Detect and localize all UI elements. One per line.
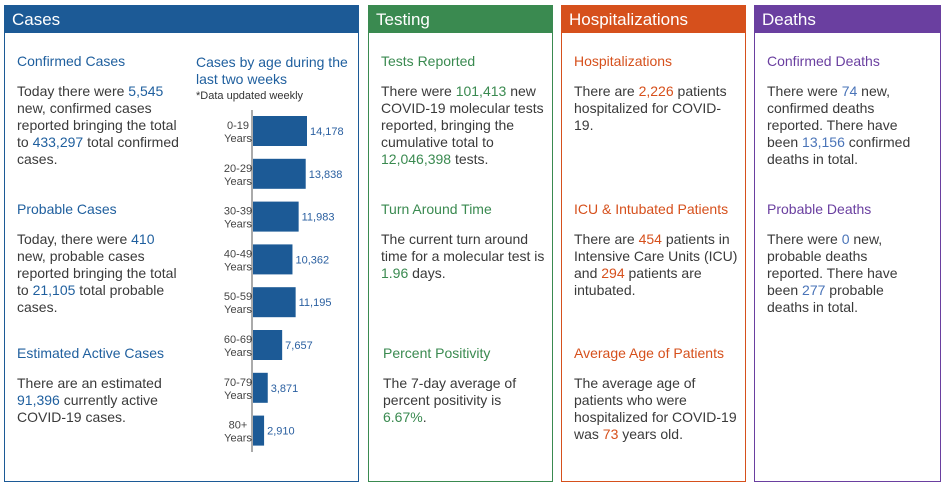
age-bar xyxy=(253,158,306,189)
age-category-label: Years xyxy=(224,261,252,273)
probable-deaths-total-value: 277 xyxy=(802,282,826,298)
cases-header: Cases xyxy=(5,6,358,33)
age-category-label: 20-29 xyxy=(224,163,252,175)
age-category-label: Years xyxy=(224,176,252,188)
age-bar-chart: 0-19Years14,17820-29Years13,83830-39Year… xyxy=(224,110,344,452)
age-category-label: Years xyxy=(224,304,252,316)
deaths-header: Deaths xyxy=(755,6,940,33)
confirmed-deaths-text: There were 74 new, confirmed deaths repo… xyxy=(767,83,911,167)
age-bar xyxy=(253,116,307,146)
average-age-value: 73 xyxy=(602,426,619,442)
hospitalizations-panel: Hospitalizations Hospitalizations There … xyxy=(561,5,746,482)
age-category-label: Years xyxy=(224,433,252,445)
confirmed-new-value: 5,545 xyxy=(128,83,164,99)
active-cases-value: 91,396 xyxy=(17,392,60,408)
active-cases-title: Estimated Active Cases xyxy=(17,345,165,361)
confirmed-deaths-total-value: 13,156 xyxy=(802,134,845,150)
confirmed-deaths-title: Confirmed Deaths xyxy=(767,53,880,69)
icu-section: ICU & Intubated Patients There are 454 p… xyxy=(574,201,742,299)
active-cases-text: There are an estimated 91,396 currently … xyxy=(17,375,162,425)
age-category-label: 60-69 xyxy=(224,334,252,346)
average-age-section: Average Age of Patients The average age … xyxy=(574,345,742,443)
probable-deaths-text: There were 0 new, probable deaths report… xyxy=(767,231,898,315)
probable-cases-text: Today, there were 410 new, probable case… xyxy=(17,231,177,315)
age-value-label: 2,910 xyxy=(267,426,295,438)
turnaround-value: 1.96 xyxy=(381,265,409,281)
age-category-label: 30-39 xyxy=(224,206,252,218)
testing-panel: Testing Tests Reported There were 101,41… xyxy=(368,5,553,482)
probable-deaths-new-value: 0 xyxy=(841,231,850,247)
age-category-label: 0-19 xyxy=(227,120,249,132)
turnaround-text: The current turn around time for a molec… xyxy=(381,231,545,281)
tests-reported-text: There were 101,413 new COVID-19 molecula… xyxy=(381,83,544,167)
tests-reported-section: Tests Reported There were 101,413 new CO… xyxy=(381,53,546,168)
age-bar xyxy=(253,415,265,446)
hospitalizations-header: Hospitalizations xyxy=(562,6,745,33)
age-category-label: 40-49 xyxy=(224,248,252,260)
age-category-label: Years xyxy=(224,219,252,231)
hospitalized-title: Hospitalizations xyxy=(574,53,673,69)
icu-title: ICU & Intubated Patients xyxy=(574,201,729,217)
age-bar xyxy=(253,201,299,232)
positivity-section: Percent Positivity The 7-day average of … xyxy=(383,345,543,426)
age-chart-title: Cases by age during the last two weeks xyxy=(196,54,348,87)
positivity-text: The 7-day average of percent positivity … xyxy=(383,375,517,425)
age-category-label: Years xyxy=(224,347,252,359)
hospitalized-section: Hospitalizations There are 2,226 patient… xyxy=(574,53,739,134)
age-bar xyxy=(253,244,293,275)
confirmed-total-value: 433,297 xyxy=(32,134,84,150)
testing-header: Testing xyxy=(369,6,552,33)
probable-cases-section: Probable Cases Today, there were 410 new… xyxy=(17,201,187,316)
active-cases-section: Estimated Active Cases There are an esti… xyxy=(17,345,189,426)
confirmed-cases-text: Today there were 5,545 new, confirmed ca… xyxy=(17,83,179,167)
tests-total-value: 12,046,398 xyxy=(381,151,452,167)
age-chart-note: *Data updated weekly xyxy=(196,90,304,102)
cases-panel: Cases Confirmed Cases Today there were 5… xyxy=(4,5,359,482)
age-value-label: 7,657 xyxy=(285,340,313,352)
positivity-value: 6.67% xyxy=(383,409,423,425)
probable-deaths-title: Probable Deaths xyxy=(767,201,872,217)
probable-total-value: 21,105 xyxy=(32,282,76,298)
age-bar xyxy=(253,330,283,360)
probable-new-value: 410 xyxy=(131,231,155,247)
probable-deaths-section: Probable Deaths There were 0 new, probab… xyxy=(767,201,917,316)
age-value-label: 3,871 xyxy=(271,383,299,395)
turnaround-section: Turn Around Time The current turn around… xyxy=(381,201,546,282)
confirmed-deaths-section: Confirmed Deaths There were 74 new, conf… xyxy=(767,53,925,168)
tests-reported-title: Tests Reported xyxy=(381,53,476,69)
age-category-label: 80+ xyxy=(229,420,248,432)
age-category-label: 50-59 xyxy=(224,291,252,303)
average-age-title: Average Age of Patients xyxy=(574,345,724,361)
hospitalized-value: 2,226 xyxy=(638,83,674,99)
turnaround-title: Turn Around Time xyxy=(381,201,492,217)
intubated-value: 294 xyxy=(601,265,625,281)
age-value-label: 10,362 xyxy=(295,254,329,266)
age-category-label: Years xyxy=(224,133,252,145)
probable-cases-title: Probable Cases xyxy=(17,201,117,217)
age-value-label: 11,983 xyxy=(302,212,335,224)
icu-value: 454 xyxy=(638,231,662,247)
hospitalized-text: There are 2,226 patients hospitalized fo… xyxy=(574,83,727,133)
confirmed-cases-section: Confirmed Cases Today there were 5,545 n… xyxy=(17,53,187,168)
confirmed-deaths-new-value: 74 xyxy=(841,83,858,99)
positivity-title: Percent Positivity xyxy=(383,345,491,361)
age-value-label: 14,178 xyxy=(310,126,344,138)
age-value-label: 13,838 xyxy=(309,169,343,181)
age-category-label: Years xyxy=(224,390,252,402)
age-bar xyxy=(253,287,296,318)
age-bar xyxy=(253,372,268,403)
tests-new-value: 101,413 xyxy=(455,83,507,99)
confirmed-cases-title: Confirmed Cases xyxy=(17,53,126,69)
age-value-label: 11,195 xyxy=(299,297,332,309)
icu-text: There are 454 patients in Intensive Care… xyxy=(574,231,738,298)
average-age-text: The average age of patients who were hos… xyxy=(574,375,737,442)
deaths-panel: Deaths Confirmed Deaths There were 74 ne… xyxy=(754,5,941,482)
age-category-label: 70-79 xyxy=(224,377,252,389)
